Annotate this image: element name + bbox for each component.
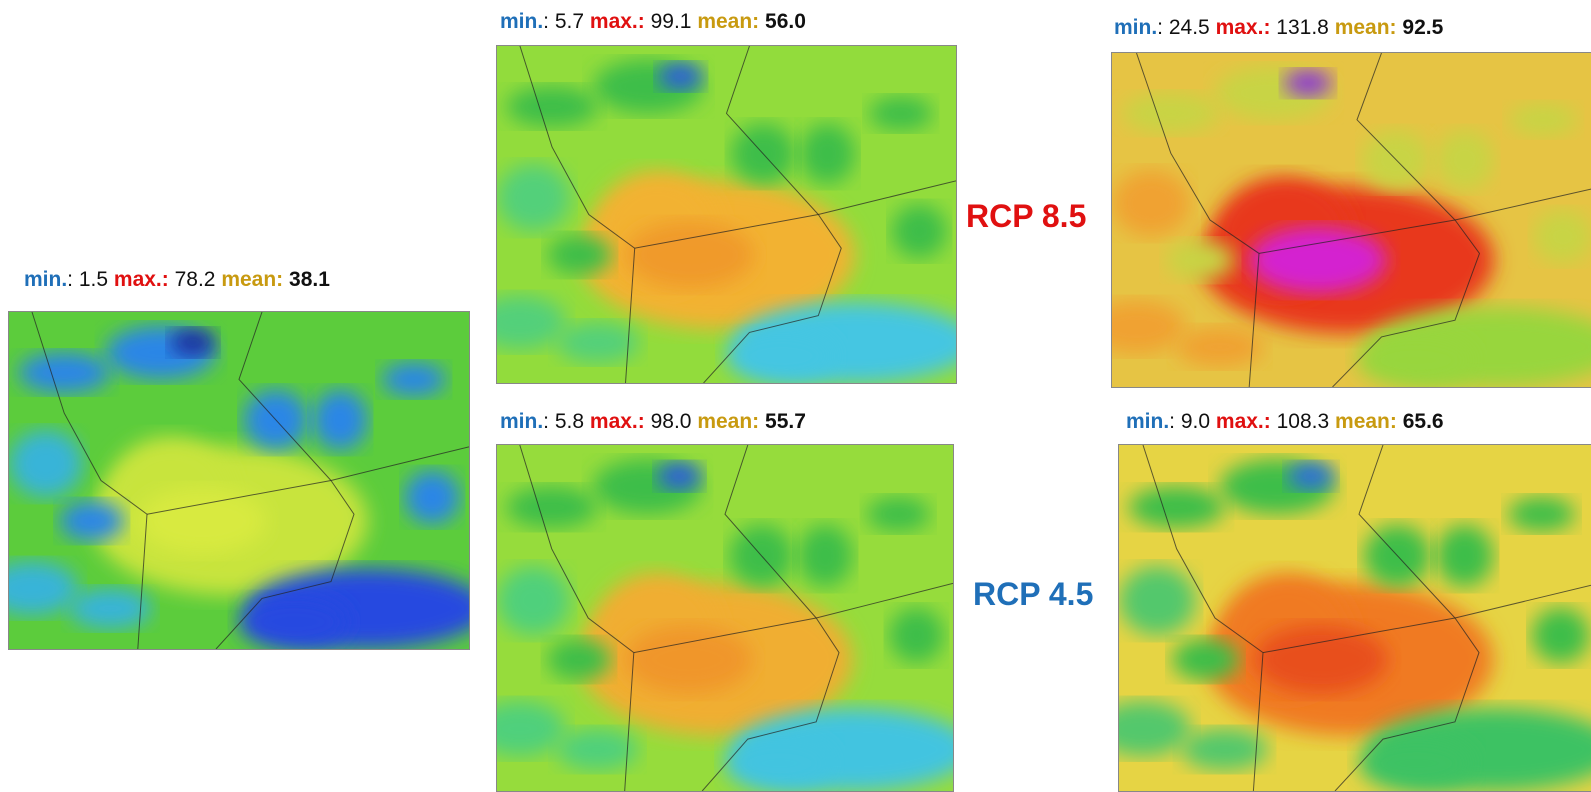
map-image xyxy=(1119,445,1591,791)
map-region xyxy=(1166,240,1235,280)
min-value: 9.0 xyxy=(1181,410,1210,433)
map-image xyxy=(497,46,956,383)
min-value: 1.5 xyxy=(79,268,108,291)
map-region xyxy=(869,97,933,131)
map-region xyxy=(1435,130,1494,190)
map-region xyxy=(1436,525,1494,587)
map-region xyxy=(658,63,704,90)
map-region xyxy=(239,595,349,649)
map-region xyxy=(170,329,216,356)
map-region xyxy=(626,221,755,288)
map xyxy=(496,45,957,384)
map xyxy=(8,311,470,650)
max-label: max.: xyxy=(590,410,645,433)
map-region xyxy=(138,487,267,554)
stats: min.: 5.7 max.: 99.1 mean: 56.0 xyxy=(500,10,806,34)
mean-value: 38.1 xyxy=(289,268,330,291)
separator: : xyxy=(543,10,549,33)
map-region xyxy=(657,462,703,490)
map-region xyxy=(727,329,837,383)
map-region xyxy=(1532,608,1590,663)
map-region xyxy=(1129,487,1225,529)
scenario-label: RCP 8.5 xyxy=(966,198,1086,235)
map-image xyxy=(9,312,469,649)
map-region xyxy=(497,164,570,231)
map-region xyxy=(892,204,947,258)
max-label: max.: xyxy=(1216,16,1271,39)
max-label: max.: xyxy=(114,268,169,291)
map-region xyxy=(547,235,611,275)
map-region xyxy=(18,352,110,392)
separator: : xyxy=(543,410,549,433)
map-region xyxy=(1359,736,1474,791)
map-region xyxy=(9,430,83,497)
map-region xyxy=(800,124,855,185)
min-label: min. xyxy=(1114,16,1157,39)
map-image xyxy=(1112,53,1591,387)
mean-label: mean: xyxy=(697,410,759,433)
min-label: min. xyxy=(500,10,543,33)
mean-value: 65.6 xyxy=(1403,410,1444,433)
map-region xyxy=(725,736,834,791)
mean-label: mean: xyxy=(1335,410,1397,433)
map-region xyxy=(1357,334,1475,387)
map-region xyxy=(1119,566,1196,635)
separator: : xyxy=(1157,16,1163,39)
map-region xyxy=(1509,103,1578,136)
map-region xyxy=(382,363,446,397)
min-value: 5.8 xyxy=(555,410,584,433)
mean-label: mean: xyxy=(1335,16,1397,39)
mean-value: 56.0 xyxy=(765,10,806,33)
map-region xyxy=(506,487,597,529)
min-label: min. xyxy=(500,410,543,433)
map-region xyxy=(1284,70,1333,97)
max-label: max.: xyxy=(1216,410,1271,433)
min-label: min. xyxy=(1126,410,1169,433)
stats: min.: 24.5 max.: 131.8 mean: 92.5 xyxy=(1114,16,1443,40)
map-region xyxy=(547,639,611,681)
map-region xyxy=(1122,93,1220,133)
map-region xyxy=(497,566,570,635)
stats: min.: 9.0 max.: 108.3 mean: 65.6 xyxy=(1126,410,1444,434)
map-region xyxy=(1172,639,1239,681)
map-region xyxy=(1112,170,1190,237)
map-region xyxy=(1508,497,1575,532)
scenario-label: RCP 4.5 xyxy=(973,576,1093,613)
max-value: 99.1 xyxy=(651,10,692,33)
map xyxy=(496,444,954,792)
page: min.: 1.5 max.: 78.2 mean: 38.1 min.: 5.… xyxy=(0,0,1591,790)
map xyxy=(1111,52,1591,388)
map-region xyxy=(1253,625,1387,694)
map-region xyxy=(405,470,460,524)
mean-label: mean: xyxy=(697,10,759,33)
min-label: min. xyxy=(24,268,67,291)
map-region xyxy=(1533,210,1591,263)
max-value: 78.2 xyxy=(175,268,216,291)
min-value: 24.5 xyxy=(1169,16,1210,39)
stats: min.: 5.8 max.: 98.0 mean: 55.7 xyxy=(500,410,806,434)
map-region xyxy=(313,390,368,451)
max-value: 98.0 xyxy=(651,410,692,433)
mean-value: 92.5 xyxy=(1402,16,1443,39)
stats: min.: 1.5 max.: 78.2 mean: 38.1 xyxy=(24,268,330,292)
max-value: 131.8 xyxy=(1276,16,1329,39)
mean-value: 55.7 xyxy=(765,410,806,433)
max-value: 108.3 xyxy=(1277,410,1330,433)
mean-label: mean: xyxy=(221,268,283,291)
separator: : xyxy=(1169,410,1175,433)
map-region xyxy=(866,497,930,532)
map-region xyxy=(1249,227,1386,294)
map-region xyxy=(798,525,853,587)
max-label: max.: xyxy=(590,10,645,33)
map-region xyxy=(60,501,124,541)
map xyxy=(1118,444,1591,792)
map-region xyxy=(1287,462,1335,490)
map-region xyxy=(506,86,598,126)
map-region xyxy=(889,608,944,663)
separator: : xyxy=(67,268,73,291)
min-value: 5.7 xyxy=(555,10,584,33)
map-image xyxy=(497,445,953,791)
map-region xyxy=(625,625,753,694)
